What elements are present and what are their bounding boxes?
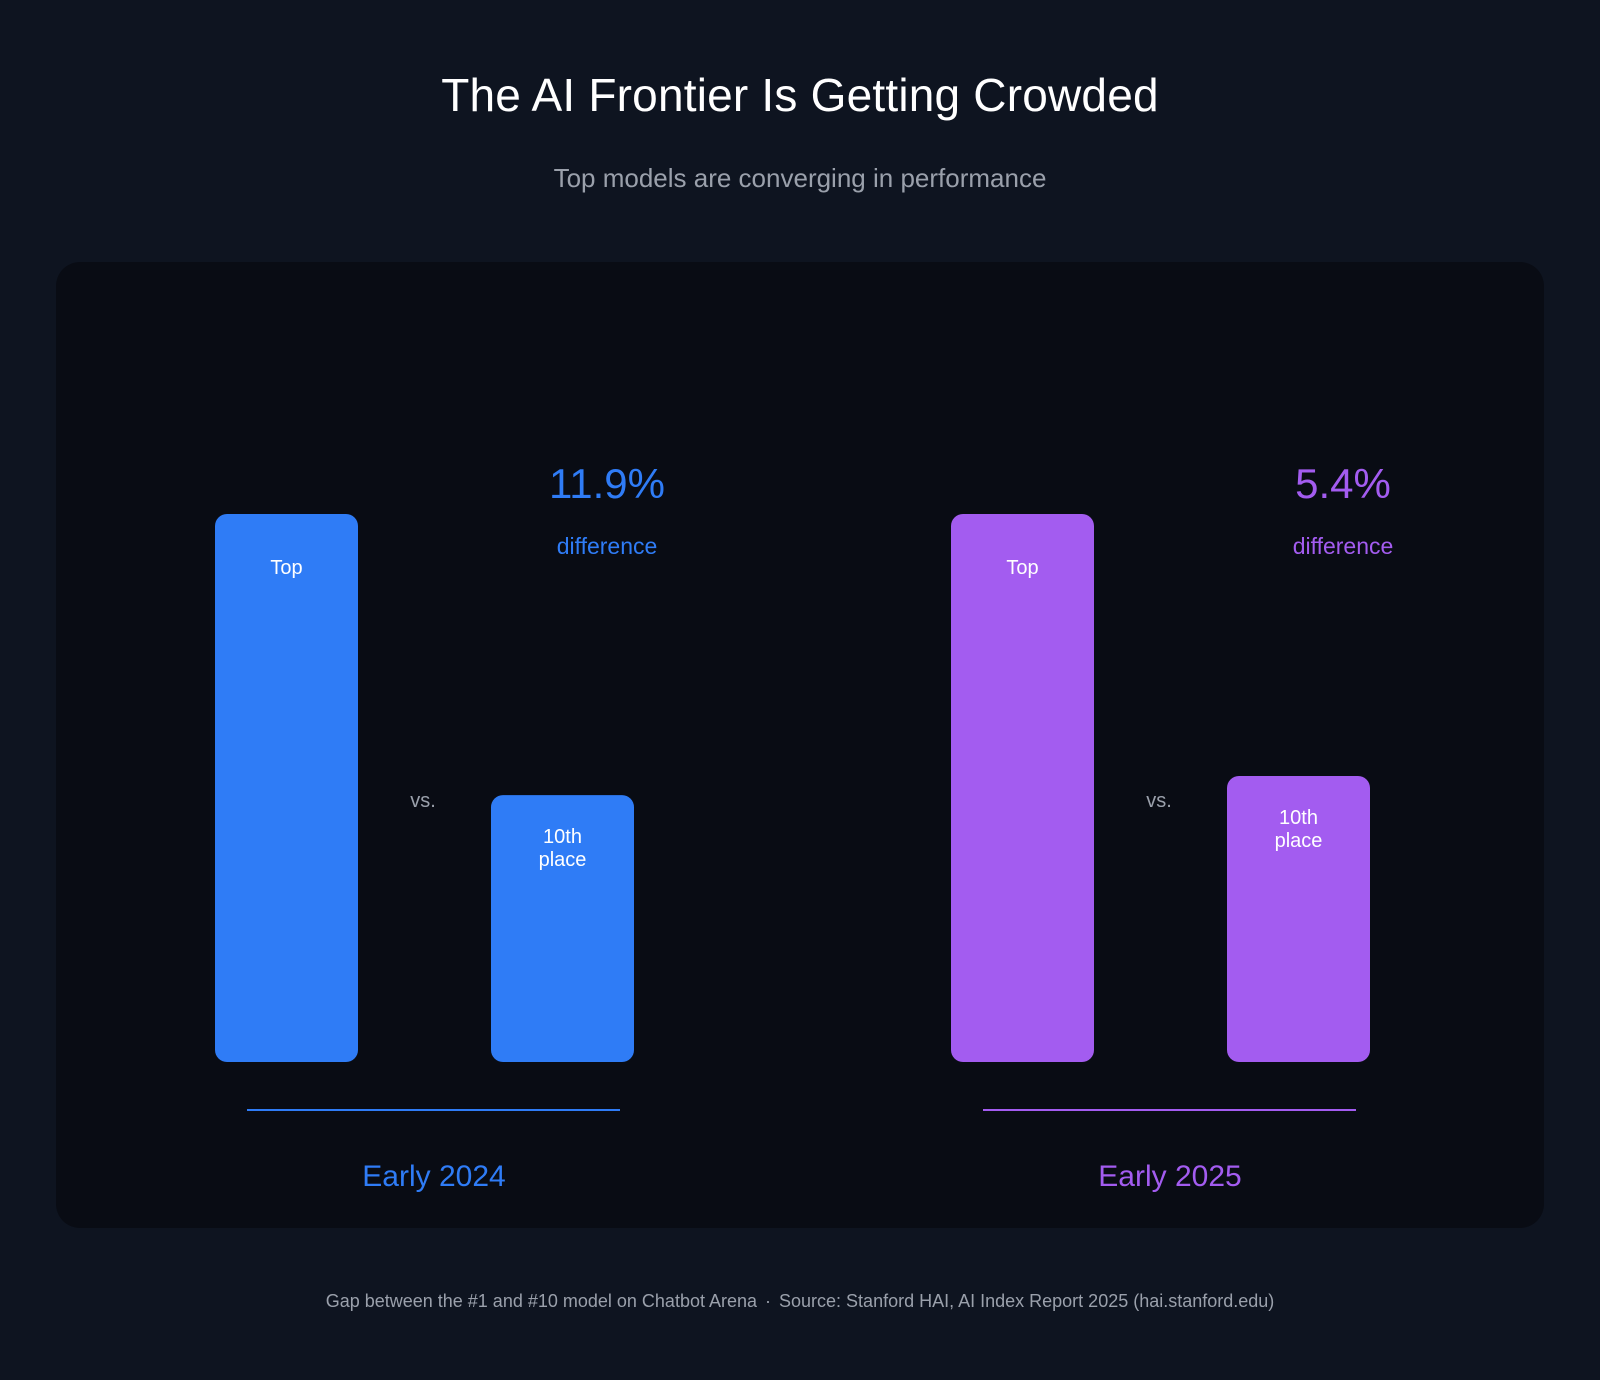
early-2024-bar-label-10th: 10th place [539,826,587,871]
bar-chart: Top 10th place vs. 11.9% difference Early 2024… [215,460,1394,1193]
early-2025-difference-label: difference [1293,533,1394,559]
footer-caption: Gap between the #1 and #10 model on Chat… [0,1291,1600,1312]
early-2025-group-label: Early 2025 [1098,1160,1241,1193]
footer-source: Source: Stanford HAI, AI Index Report 20… [779,1291,1275,1311]
early-2025-bar-label-10th: 10th place [1275,807,1323,852]
early-2024-group-label: Early 2024 [362,1160,505,1193]
early-2024-bar-10th [491,795,634,1062]
page-subtitle: Top models are converging in performance [553,163,1047,193]
early-2024-difference-label: difference [557,533,658,559]
early-2025-bar-label-top: Top [1006,557,1038,579]
early-2024-bar-label-top: Top [270,557,302,579]
early-2024-difference-value: 11.9% [549,460,665,507]
footer-separator: · [765,1291,772,1311]
footer-note: Gap between the #1 and #10 model on Chat… [325,1291,758,1311]
early-2025-bar-10th [1227,775,1370,1062]
page-title: The AI Frontier Is Getting Crowded [441,69,1159,121]
early-2025-bar-top [951,514,1094,1062]
chart-panel: Top 10th place vs. 11.9% difference Early 2024… [56,262,1544,1228]
early-2024-bar-top [215,514,358,1062]
early-2025-vs-label: vs. [1146,790,1172,812]
early-2025-difference-value: 5.4% [1295,460,1391,507]
early-2024-vs-label: vs. [410,790,436,812]
